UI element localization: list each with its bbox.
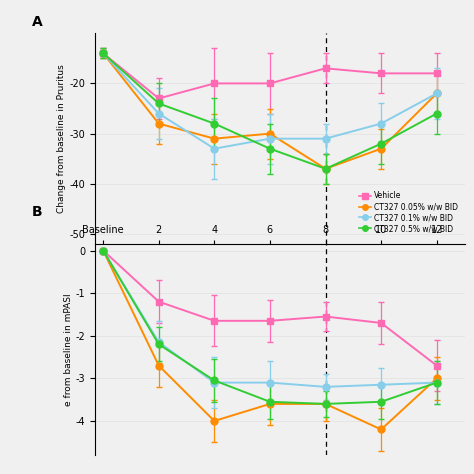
Y-axis label: Change from baseline in Pruritus: Change from baseline in Pruritus [57, 64, 66, 213]
Legend: Vehicle, CT327 0.05% w/w BID, CT327 0.1% w/w BID, CT327 0.5% w/w BID: Vehicle, CT327 0.05% w/w BID, CT327 0.1%… [356, 188, 461, 236]
Text: B: B [32, 205, 43, 219]
Y-axis label: e from baseline in mPASI: e from baseline in mPASI [64, 293, 73, 406]
Text: A: A [32, 15, 43, 29]
X-axis label: Week: Week [264, 247, 295, 257]
